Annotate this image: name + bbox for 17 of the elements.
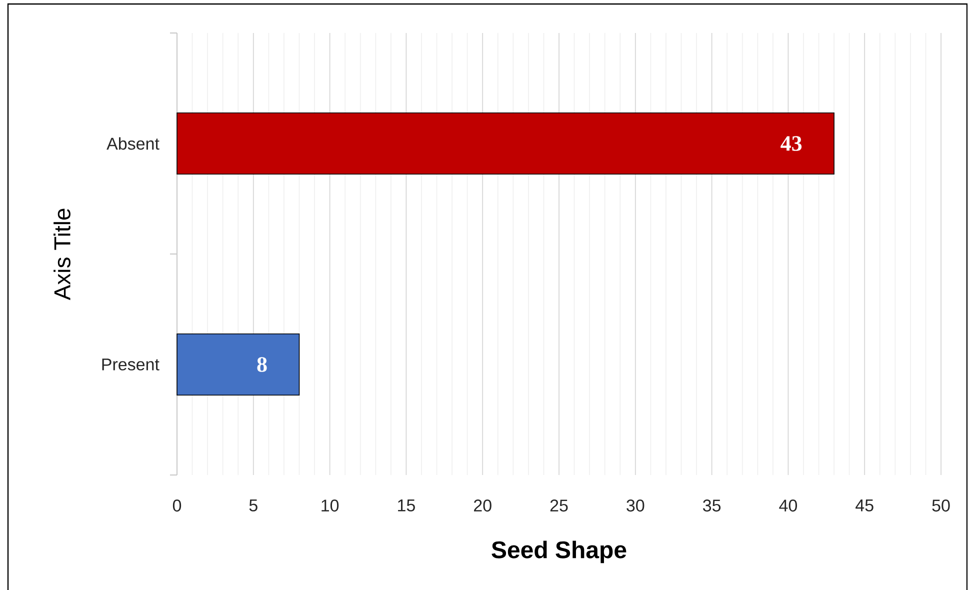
x-tick-label: 35: [702, 500, 721, 512]
data-label: 8: [257, 357, 267, 372]
x-tick-label: 15: [398, 500, 415, 512]
x-tick-label: 20: [474, 500, 492, 512]
x-tick-label: 25: [550, 500, 568, 512]
x-tick-label: 0: [172, 500, 182, 512]
x-tick-label: 40: [779, 500, 798, 512]
x-tick-label: 5: [249, 500, 258, 512]
x-axis-title: Seed Shape: [492, 540, 626, 564]
x-tick-label: 10: [322, 500, 339, 512]
data-label: 43: [780, 136, 802, 151]
y-tick-label: Present: [102, 358, 160, 370]
y-axis-title: Axis Title: [54, 208, 70, 300]
y-tick-label: Absent: [106, 137, 160, 150]
x-tick-label: 30: [626, 500, 644, 512]
x-tick-label: 45: [856, 500, 874, 512]
x-tick-label: 50: [932, 500, 950, 512]
